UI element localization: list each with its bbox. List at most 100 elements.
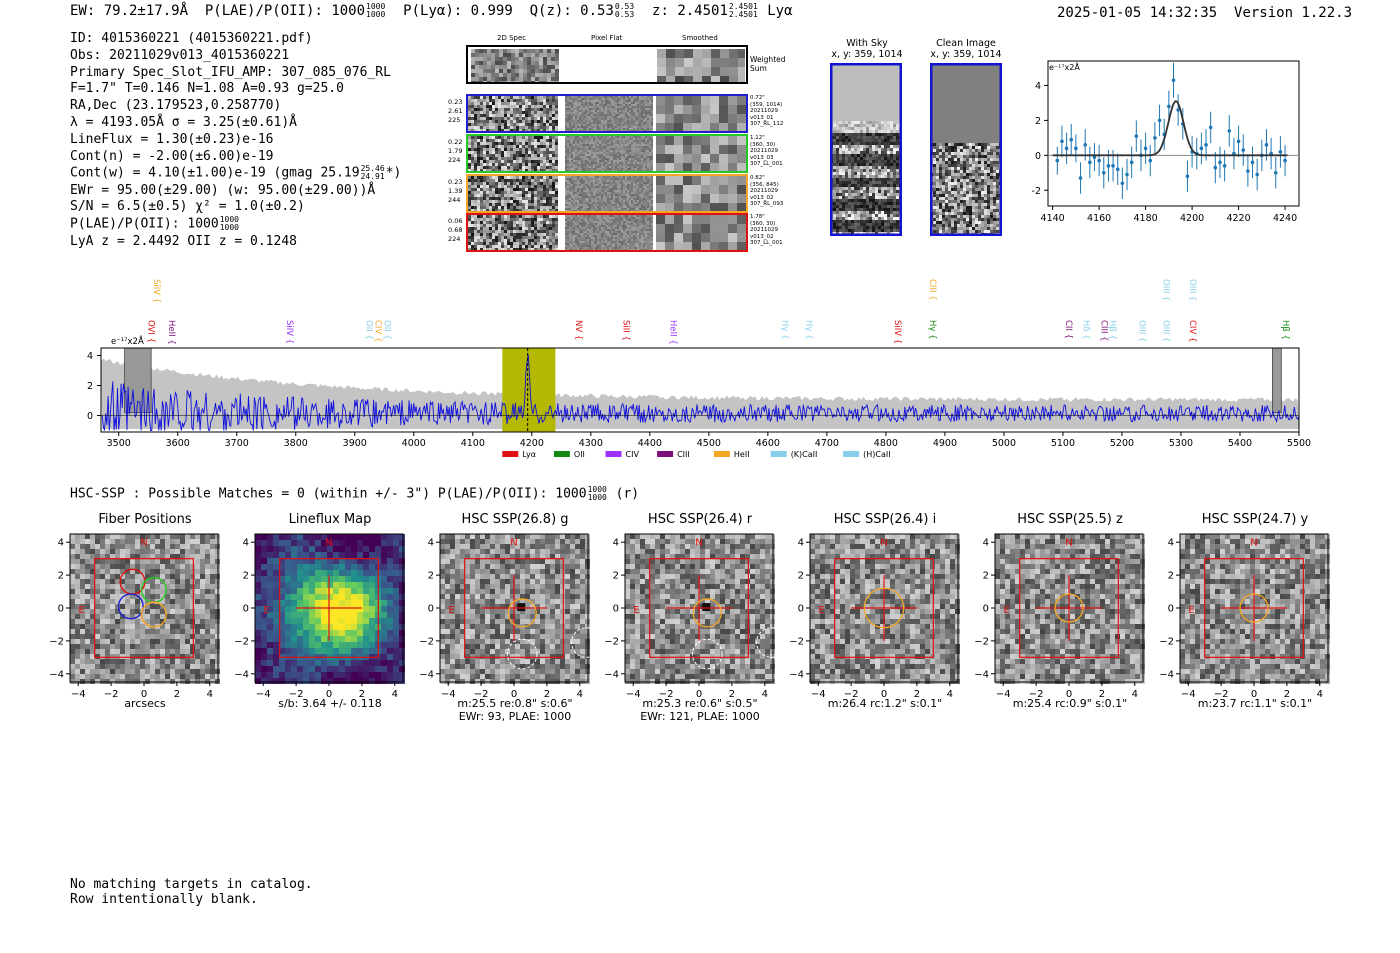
image-pixel [765, 669, 770, 674]
image-pixel [660, 599, 665, 604]
flux-pixel [309, 612, 315, 618]
flux-pixel [339, 678, 345, 684]
image-pixel [740, 624, 745, 629]
image-pixel [705, 674, 710, 679]
image-pixel [825, 584, 830, 589]
image-pixel [705, 639, 710, 644]
flux-pixel [303, 678, 309, 684]
image-pixel [945, 554, 950, 559]
flux-pixel [351, 564, 357, 570]
image-pixel [950, 594, 955, 599]
image-pixel [875, 574, 880, 579]
image-pixel [890, 569, 895, 574]
image-pixel [565, 649, 570, 654]
image-pixel [1125, 539, 1130, 544]
image-pixel [645, 644, 650, 649]
image-pixel [715, 594, 720, 599]
image-pixel [670, 614, 675, 619]
image-pixel [670, 629, 675, 634]
image-pixel [820, 639, 825, 644]
flux-pixel [393, 576, 399, 582]
image-pixel [715, 644, 720, 649]
qz-value: Q(z): 0.53 [529, 3, 614, 19]
image-pixel [455, 559, 460, 564]
image-pixel [745, 544, 750, 549]
flux-pixel [369, 558, 375, 564]
x-tick-label: 3900 [343, 438, 367, 449]
image-pixel [510, 654, 515, 659]
image-pixel [440, 639, 445, 644]
image-pixel [825, 544, 830, 549]
image-pixel [145, 584, 150, 589]
image-pixel [740, 534, 745, 539]
image-pixel [1005, 539, 1010, 544]
image-pixel [455, 574, 460, 579]
image-pixel [760, 629, 765, 634]
flux-pixel [357, 534, 363, 540]
flux-pixel [339, 558, 345, 564]
image-pixel [695, 604, 700, 609]
image-pixel [750, 569, 755, 574]
image-pixel [660, 624, 665, 629]
image-pixel [95, 584, 100, 589]
flux-pixel [327, 666, 333, 672]
x-tick-label: −4 [811, 689, 826, 700]
image-pixel [170, 569, 175, 574]
image-pixel [725, 649, 730, 654]
image-pixel [635, 669, 640, 674]
image-pixel [90, 639, 95, 644]
image-pixel [695, 654, 700, 659]
image-pixel [525, 599, 530, 604]
image-pixel [160, 614, 165, 619]
image-pixel [1055, 544, 1060, 549]
image-pixel [1090, 559, 1095, 564]
image-pixel [760, 564, 765, 569]
image-pixel [155, 629, 160, 634]
y-tick-label: 4 [798, 538, 804, 549]
image-pixel [110, 674, 115, 679]
flux-pixel [291, 558, 297, 564]
image-pixel [195, 574, 200, 579]
image-pixel [630, 629, 635, 634]
image-pixel [565, 664, 570, 669]
image-pixel [465, 624, 470, 629]
flux-pixel [273, 612, 279, 618]
image-pixel [455, 669, 460, 674]
image-pixel [530, 569, 535, 574]
image-pixel [940, 609, 945, 614]
image-pixel [160, 664, 165, 669]
image-pixel [180, 579, 185, 584]
image-pixel [455, 639, 460, 644]
image-pixel [160, 639, 165, 644]
image-pixel [945, 634, 950, 639]
flux-pixel [399, 624, 405, 630]
image-pixel [500, 594, 505, 599]
image-pixel [135, 634, 140, 639]
image-pixel [135, 564, 140, 569]
image-pixel [735, 664, 740, 669]
image-pixel [200, 594, 205, 599]
flux-pixel [255, 582, 261, 588]
image-pixel [150, 664, 155, 669]
image-pixel [865, 564, 870, 569]
image-pixel [890, 594, 895, 599]
y-tick-label: -2 [1032, 186, 1041, 197]
image-pixel [940, 604, 945, 609]
image-pixel [850, 584, 855, 589]
image-pixel [140, 539, 145, 544]
image-pixel [450, 664, 455, 669]
image-pixel [570, 664, 575, 669]
image-pixel [675, 569, 680, 574]
image-pixel [520, 539, 525, 544]
pixel-flat-image [565, 96, 653, 131]
image-pixel [190, 614, 195, 619]
image-pixel [580, 549, 585, 554]
image-pixel [735, 579, 740, 584]
image-pixel [465, 644, 470, 649]
flux-pixel [279, 546, 285, 552]
image-pixel [120, 634, 125, 639]
image-pixel [815, 579, 820, 584]
image-pixel [925, 644, 930, 649]
image-pixel [195, 554, 200, 559]
image-pixel [100, 559, 105, 564]
